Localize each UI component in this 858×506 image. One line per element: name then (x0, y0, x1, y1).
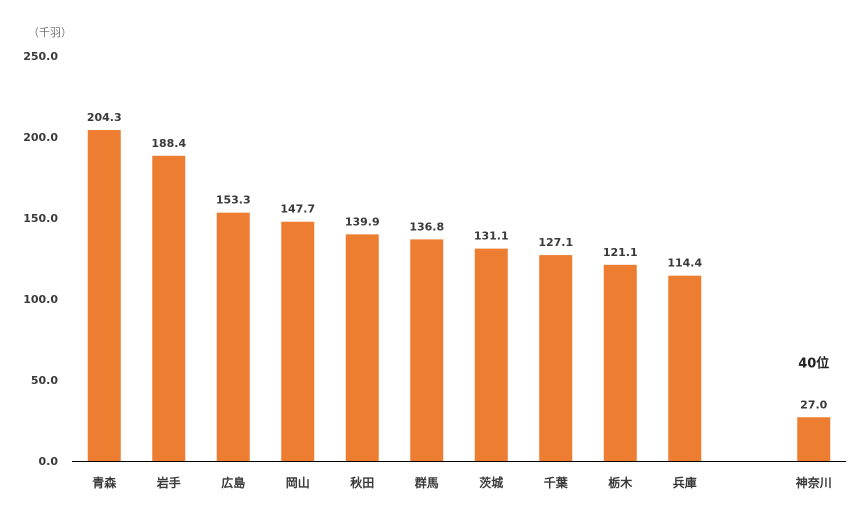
x-tick-label: 茨城 (479, 475, 503, 490)
data-label: 153.3 (216, 194, 251, 207)
x-tick-label: 栃木 (608, 475, 633, 490)
x-tick-label: 秋田 (350, 475, 374, 490)
bar (603, 264, 637, 461)
bar (539, 255, 573, 461)
bar (152, 155, 186, 462)
data-label: 204.3 (87, 111, 122, 124)
data-label: 27.0 (800, 398, 827, 411)
bar (87, 130, 121, 461)
data-label: 121.1 (603, 246, 638, 259)
y-tick-label: 100.0 (23, 293, 58, 306)
data-labels: 204.3 188.4 153.3 147.7 139.9 136.8 131.1 127.1… (87, 111, 828, 411)
data-label: 139.9 (345, 215, 380, 228)
y-tick-label: 50.0 (31, 374, 58, 387)
y-axis-unit-label: （千羽） (28, 26, 72, 39)
y-tick-label: 150.0 (23, 212, 58, 225)
bar (474, 248, 508, 461)
x-tick-label: 岩手 (156, 475, 181, 490)
data-label: 136.8 (409, 220, 444, 233)
y-axis-ticks: 0.0 50.0 100.0 150.0 200.0 250.0 (23, 50, 58, 468)
data-label: 131.1 (474, 230, 509, 243)
data-label: 147.7 (280, 203, 315, 216)
data-label: 188.4 (151, 137, 186, 150)
x-tick-label: 広島 (221, 475, 245, 490)
x-tick-label: 青森 (92, 475, 117, 490)
bar (797, 417, 831, 461)
x-axis-labels: 青森 岩手 広島 岡山 秋田 群馬 茨城 千葉 栃木 兵庫 神奈川 (92, 475, 832, 490)
x-tick-label: 兵庫 (673, 475, 697, 490)
x-tick-label: 岡山 (286, 475, 310, 490)
y-tick-label: 250.0 (23, 50, 58, 63)
x-tick-label: 神奈川 (796, 475, 832, 490)
y-tick-label: 0.0 (39, 455, 59, 468)
bar (216, 212, 250, 461)
y-tick-label: 200.0 (23, 131, 58, 144)
x-tick-label: 千葉 (544, 475, 569, 490)
rank-annotation: 40位 (798, 355, 829, 371)
bar (345, 234, 379, 461)
bar (281, 221, 315, 461)
bar (668, 275, 702, 461)
data-label: 114.4 (667, 257, 702, 270)
x-tick-label: 群馬 (414, 475, 439, 490)
bars (87, 130, 831, 462)
bar (410, 239, 444, 461)
data-label: 127.1 (538, 236, 573, 249)
